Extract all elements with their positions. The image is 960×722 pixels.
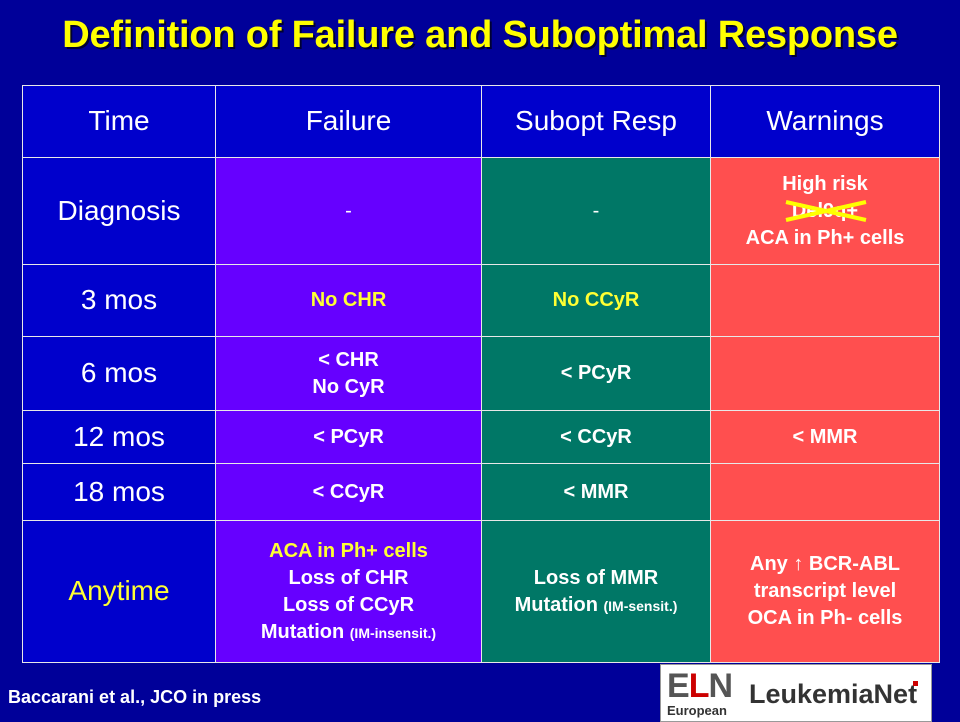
time-cell: 3 mos — [22, 264, 216, 337]
failure-cell: < PCyR — [215, 410, 482, 464]
time-cell: Diagnosis — [22, 157, 216, 265]
table-row: Anytime ACA in Ph+ cells Loss of CHR Los… — [22, 520, 940, 663]
warnings-cell: Any ↑ BCR-ABL transcript level OCA in Ph… — [710, 520, 940, 663]
warnings-cell — [710, 336, 940, 411]
failure-cell: < CCyR — [215, 463, 482, 521]
failure-cell: ACA in Ph+ cells Loss of CHR Loss of CCy… — [215, 520, 482, 663]
time-cell: 12 mos — [22, 410, 216, 464]
logo-dot-icon — [913, 681, 918, 686]
response-table: Time Failure Subopt Resp Warnings Diagno… — [22, 85, 940, 663]
subopt-cell: < CCyR — [481, 410, 711, 464]
failure-cell: No CHR — [215, 264, 482, 337]
header-time: Time — [22, 85, 216, 158]
time-cell: 18 mos — [22, 463, 216, 521]
table-row: 18 mos < CCyR < MMR — [22, 463, 940, 521]
table-row: 3 mos No CHR No CCyR — [22, 264, 940, 337]
header-failure: Failure — [215, 85, 482, 158]
warnings-cell — [710, 463, 940, 521]
header-warnings: Warnings — [710, 85, 940, 158]
table-row: 12 mos < PCyR < CCyR < MMR — [22, 410, 940, 464]
time-cell: Anytime — [22, 520, 216, 663]
slide-title: Definition of Failure and Suboptimal Res… — [62, 14, 898, 56]
subopt-cell: No CCyR — [481, 264, 711, 337]
citation: Baccarani et al., JCO in press — [8, 687, 262, 707]
subopt-cell: - — [481, 157, 711, 265]
header-subopt: Subopt Resp — [481, 85, 711, 158]
header-row: Time Failure Subopt Resp Warnings — [22, 85, 940, 158]
warnings-cell — [710, 264, 940, 337]
table-row: 6 mos < CHR No CyR < PCyR — [22, 336, 940, 411]
warning-text: High risk — [782, 172, 868, 195]
european-leukemianet-logo: ELN European LeukemiaNet — [660, 664, 932, 722]
strike-cross-icon — [785, 199, 867, 222]
warnings-cell: < MMR — [710, 410, 940, 464]
failure-cell: - — [215, 157, 482, 265]
struck-warning: Del9q+ — [711, 198, 939, 225]
subopt-cell: < PCyR — [481, 336, 711, 411]
failure-cell: < CHR No CyR — [215, 336, 482, 411]
subopt-cell: Loss of MMR Mutation (IM-sensit.) — [481, 520, 711, 663]
subopt-cell: < MMR — [481, 463, 711, 521]
warning-text: ACA in Ph+ cells — [745, 226, 905, 249]
warnings-cell: High risk Del9q+ ACA in Ph+ cells — [710, 157, 940, 265]
time-cell: 6 mos — [22, 336, 216, 411]
table-row: Diagnosis - - High risk Del9q+ ACA in Ph… — [22, 157, 940, 265]
